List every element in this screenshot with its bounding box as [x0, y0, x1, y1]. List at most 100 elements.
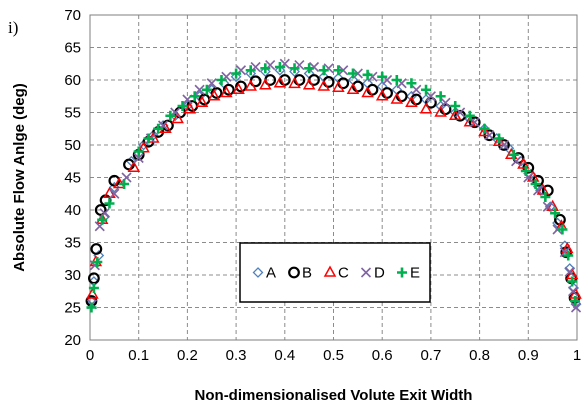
data-point-a	[138, 139, 149, 151]
legend-label-c: C	[338, 265, 349, 282]
data-point-c	[195, 95, 209, 107]
legend-label-a: A	[266, 265, 276, 282]
data-point-c	[332, 80, 345, 93]
data-point-e	[318, 65, 329, 76]
data-point-c	[405, 95, 418, 107]
data-point-b	[123, 158, 135, 171]
data-point-c	[463, 115, 477, 127]
data-point-e	[177, 101, 188, 111]
data-point-b	[222, 83, 235, 96]
data-point-d	[469, 117, 480, 128]
data-point-d	[425, 91, 436, 102]
data-point-c	[346, 82, 360, 94]
data-point-e	[362, 69, 373, 80]
x-tick-label: 0	[86, 347, 94, 364]
data-point-d	[194, 84, 205, 95]
data-point-c	[419, 102, 433, 114]
series-d	[86, 58, 582, 313]
data-point-e	[97, 214, 108, 225]
data-point-c	[361, 85, 374, 98]
x-axis-title: Non-dimensionalised Volute Exit Width	[195, 387, 473, 404]
data-point-b	[90, 243, 103, 255]
data-point-b	[395, 90, 408, 103]
data-point-b	[278, 74, 291, 86]
data-point-e	[119, 179, 130, 189]
data-point-c	[232, 82, 245, 94]
data-point-c	[288, 76, 301, 89]
y-tick-label: 50	[64, 137, 81, 154]
data-point-c	[478, 124, 491, 137]
data-point-b	[94, 204, 107, 216]
data-point-b	[468, 116, 481, 129]
data-point-b	[235, 80, 247, 93]
legend-items: A B C D E	[252, 265, 420, 282]
data-point-c	[244, 79, 257, 91]
data-point-d	[133, 152, 144, 164]
y-tick-label: 30	[64, 267, 81, 284]
x-tick-label: 0.2	[177, 347, 198, 364]
data-point-e	[289, 63, 300, 74]
data-point-c	[317, 79, 331, 91]
data-point-a	[289, 66, 300, 77]
data-point-e	[104, 198, 115, 209]
data-point-c	[103, 186, 116, 198]
data-point-c	[259, 78, 272, 90]
data-point-e	[570, 296, 581, 306]
y-tick-label: 20	[64, 332, 81, 349]
data-point-e	[231, 68, 242, 79]
data-point-e	[377, 71, 388, 82]
y-tick-label: 45	[64, 170, 81, 187]
data-point-e	[86, 302, 97, 313]
data-point-e	[479, 123, 490, 134]
y-tick-label: 65	[64, 40, 81, 57]
x-tick-label: 0.3	[226, 347, 247, 364]
y-tick-label: 60	[64, 72, 81, 89]
data-point-d	[411, 84, 422, 95]
y-tick-label: 55	[64, 105, 81, 122]
y-tick-label: 25	[64, 300, 81, 317]
data-point-c	[375, 89, 389, 101]
x-tick-label: 0.9	[518, 347, 539, 364]
data-point-e	[550, 208, 561, 219]
data-point-e	[494, 133, 505, 144]
data-point-b	[541, 184, 554, 197]
data-point-c	[492, 134, 506, 146]
legend-marker-c	[323, 265, 337, 277]
data-point-e	[216, 75, 227, 85]
x-tick-label: 0.4	[274, 347, 295, 364]
data-point-a	[230, 71, 242, 83]
data-point-b	[108, 174, 121, 187]
legend-marker-a	[252, 267, 264, 278]
data-point-b	[410, 93, 423, 106]
data-point-b	[351, 80, 364, 93]
legend-label-e: E	[410, 265, 420, 282]
data-point-c	[517, 157, 530, 169]
x-tick-labels: 0 0.1 0.2 0.3 0.4 0.5 0.6 0.7 0.8 0.9 1	[86, 347, 581, 364]
data-point-d	[440, 97, 451, 108]
data-point-a	[259, 66, 271, 77]
data-point-e	[153, 123, 164, 134]
legend-label-b: B	[302, 265, 312, 282]
data-point-e	[347, 68, 358, 79]
data-point-c	[536, 183, 550, 195]
data-point-c	[390, 92, 404, 104]
plot-area-border	[89, 14, 578, 341]
legend-marker-b	[288, 266, 300, 279]
data-point-c	[171, 111, 184, 124]
data-point-c	[86, 287, 99, 299]
data-point-e	[520, 166, 531, 176]
data-point-e	[201, 84, 212, 95]
data-point-e	[189, 91, 200, 102]
data-point-e	[464, 110, 475, 121]
data-point-e	[391, 75, 402, 85]
data-point-d	[206, 78, 217, 89]
data-point-e	[92, 257, 103, 267]
x-tick-label: 0.6	[372, 347, 393, 364]
legend-marker-d	[360, 267, 372, 278]
data-point-d	[498, 139, 510, 151]
panel-label: i)	[8, 18, 18, 37]
data-point-e	[165, 110, 176, 121]
x-tick-label: 0.8	[469, 347, 490, 364]
data-point-e	[133, 146, 144, 157]
